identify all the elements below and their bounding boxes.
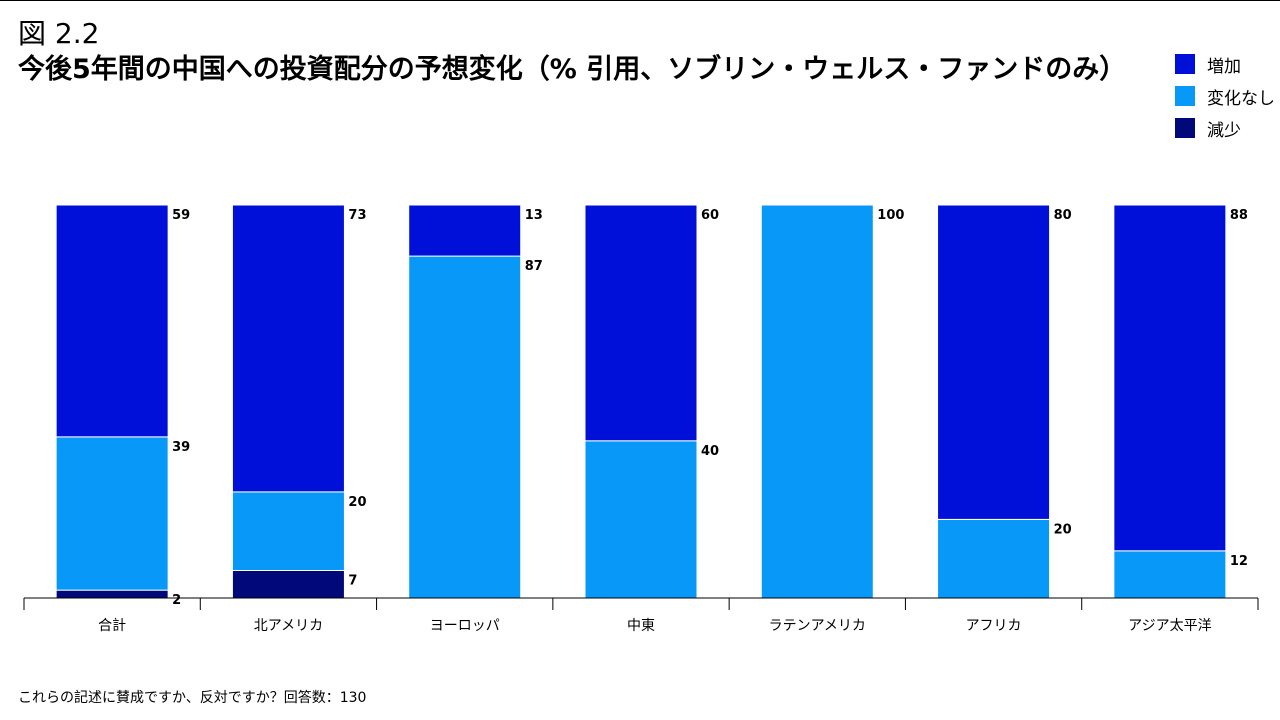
bar-segment <box>408 204 522 257</box>
category-label: 北アメリカ <box>254 618 323 634</box>
legend-item-decrease: 減少 <box>1175 114 1275 142</box>
bar-segment <box>55 204 169 438</box>
legend-swatch-decrease <box>1175 118 1195 138</box>
bar-segment <box>937 204 1051 520</box>
bar-segment <box>55 436 169 591</box>
legend-label-increase: 増加 <box>1207 56 1241 77</box>
category-label: アジア太平洋 <box>1128 618 1211 634</box>
category-label: アフリカ <box>966 618 1022 634</box>
data-label: 100 <box>877 208 904 223</box>
legend-item-increase: 増加 <box>1175 50 1275 78</box>
data-label: 59 <box>172 208 190 223</box>
bar-segment <box>408 255 522 599</box>
data-label: 80 <box>1054 208 1072 223</box>
legend-swatch-increase <box>1175 54 1195 74</box>
data-label: 12 <box>1230 554 1248 569</box>
category-label: ヨーロッパ <box>430 618 500 634</box>
bar-segment <box>584 204 698 442</box>
data-label: 2 <box>172 593 181 608</box>
bar-segment <box>937 518 1051 599</box>
footnote: これらの記述に賛成ですか、反対ですか？回答数：130 <box>18 690 367 706</box>
data-label: 20 <box>1054 522 1072 537</box>
legend-label-decrease: 減少 <box>1207 120 1241 141</box>
data-label: 60 <box>701 208 719 223</box>
data-label: 73 <box>348 208 366 223</box>
bar-segment <box>231 491 345 571</box>
bar-segment <box>55 589 169 599</box>
bar-segment <box>584 440 698 599</box>
bar-segment <box>231 569 345 599</box>
legend-swatch-no-change <box>1175 86 1195 106</box>
bar-segment <box>760 204 874 599</box>
figure-label: 図 2.2 <box>18 17 100 50</box>
data-label: 40 <box>701 444 719 459</box>
data-label: 20 <box>348 495 366 510</box>
chart-title: 今後5年間の中国への投資配分の予想変化（% 引用、ソブリン・ウェルス・ファンドの… <box>18 54 1127 85</box>
data-label: 13 <box>525 208 543 223</box>
category-label: 合計 <box>98 618 126 634</box>
bar-segment <box>1113 204 1227 552</box>
data-label: 87 <box>525 259 543 274</box>
data-label: 7 <box>348 573 357 588</box>
data-label: 39 <box>172 440 190 455</box>
bar-segment <box>231 204 345 493</box>
data-label: 88 <box>1230 208 1248 223</box>
legend-item-no-change: 変化なし <box>1175 82 1275 110</box>
category-label: 中東 <box>627 618 655 634</box>
legend: 増加 変化なし 減少 <box>1175 50 1275 146</box>
legend-label-no-change: 変化なし <box>1207 88 1275 109</box>
top-rule <box>0 0 1280 1</box>
category-label: ラテンアメリカ <box>769 618 866 634</box>
bar-segment <box>1113 550 1227 599</box>
